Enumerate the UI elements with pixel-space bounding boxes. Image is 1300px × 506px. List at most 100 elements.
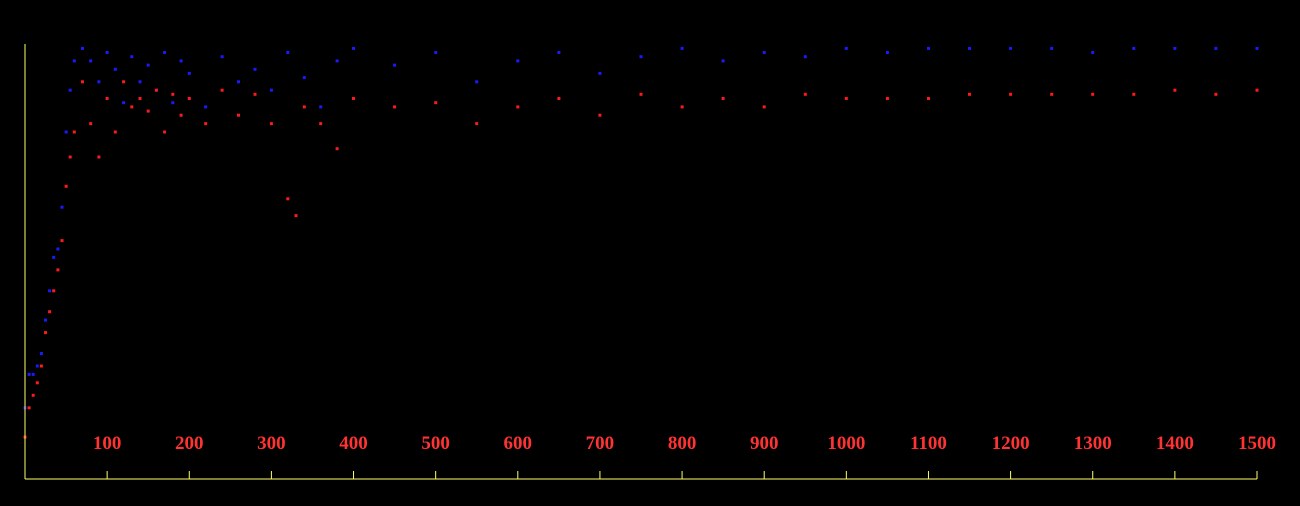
red-point <box>171 92 175 96</box>
red-point <box>294 214 298 218</box>
blue-point <box>146 63 150 67</box>
red-series-points <box>23 80 1259 439</box>
blue-point <box>52 255 56 259</box>
blue-point <box>557 51 561 54</box>
red-point <box>1132 92 1136 96</box>
blue-point <box>171 101 175 105</box>
red-point <box>44 331 47 335</box>
x-tick-label: 1100 <box>910 433 947 454</box>
red-point <box>844 97 848 100</box>
red-point <box>598 113 602 117</box>
blue-point <box>220 55 224 59</box>
red-point <box>302 105 306 109</box>
red-point <box>352 97 355 100</box>
blue-point <box>803 55 807 59</box>
red-point <box>31 393 35 397</box>
blue-point <box>68 88 72 92</box>
red-point <box>885 97 889 100</box>
red-point <box>1091 92 1095 96</box>
blue-point <box>680 46 684 50</box>
blue-point <box>762 51 766 54</box>
red-point <box>48 310 52 314</box>
blue-point <box>1009 46 1013 50</box>
red-point <box>762 105 766 109</box>
red-point <box>253 92 257 96</box>
red-point <box>968 92 971 96</box>
blue-point <box>138 80 142 84</box>
x-tick-label: 500 <box>421 433 450 454</box>
blue-point <box>1173 46 1177 50</box>
blue-point <box>56 247 60 251</box>
red-point <box>72 130 76 134</box>
blue-point <box>598 71 602 75</box>
blue-point <box>179 59 183 63</box>
blue-point <box>130 55 134 59</box>
blue-point <box>64 130 68 134</box>
blue-point <box>44 318 47 322</box>
red-point <box>204 122 208 126</box>
red-point <box>434 101 438 105</box>
x-tick-label: 1000 <box>827 433 865 454</box>
blue-point <box>1214 46 1218 50</box>
x-axis-ticks <box>106 471 1258 479</box>
x-tick-label: 300 <box>257 433 286 454</box>
red-point <box>68 155 72 159</box>
red-point <box>1009 92 1013 96</box>
red-point <box>138 97 142 100</box>
x-tick-label: 700 <box>586 433 615 454</box>
red-point <box>220 88 224 92</box>
blue-point <box>204 105 208 109</box>
red-point <box>81 80 84 84</box>
blue-series-points <box>23 46 1259 410</box>
blue-point <box>237 80 240 84</box>
red-point <box>680 105 684 109</box>
blue-point <box>721 59 725 63</box>
blue-point <box>1050 46 1054 50</box>
blue-point <box>927 46 930 50</box>
red-point <box>475 122 479 126</box>
red-point <box>803 92 807 96</box>
red-point <box>557 97 561 100</box>
x-axis-tick-labels: 100 200 300 400 500 600 700 800 900 1000 1100 1200 1… <box>93 433 1276 454</box>
blue-point <box>475 80 479 84</box>
red-point <box>105 97 109 100</box>
red-point <box>237 113 240 117</box>
blue-point <box>113 67 117 71</box>
red-point <box>393 105 397 109</box>
red-point <box>27 406 31 410</box>
x-tick-label: 900 <box>750 433 779 454</box>
red-point <box>89 122 93 126</box>
red-point <box>163 130 167 134</box>
x-tick-label: 100 <box>93 433 122 454</box>
blue-point <box>163 51 167 54</box>
blue-point <box>269 88 273 92</box>
blue-point <box>81 46 84 50</box>
x-tick-label: 1200 <box>992 433 1030 454</box>
x-tick-label: 1500 <box>1238 433 1276 454</box>
x-tick-label: 200 <box>175 433 204 454</box>
red-point <box>319 122 323 126</box>
red-point <box>97 155 101 159</box>
blue-point <box>105 51 109 54</box>
blue-point <box>968 46 971 50</box>
red-point <box>122 80 126 84</box>
red-point <box>39 364 43 368</box>
red-point <box>1255 88 1259 92</box>
blue-point <box>89 59 93 63</box>
blue-point <box>1132 46 1136 50</box>
blue-point <box>35 364 39 368</box>
blue-point <box>393 63 397 67</box>
blue-point <box>31 372 35 376</box>
blue-point <box>27 372 31 376</box>
red-point <box>335 147 339 151</box>
red-point <box>639 92 643 96</box>
blue-point <box>639 55 643 59</box>
blue-point <box>302 76 306 80</box>
blue-point <box>187 71 191 75</box>
blue-point <box>352 46 355 50</box>
blue-point <box>844 46 848 50</box>
blue-point <box>885 51 889 54</box>
blue-point <box>60 205 64 209</box>
red-point <box>154 88 158 92</box>
